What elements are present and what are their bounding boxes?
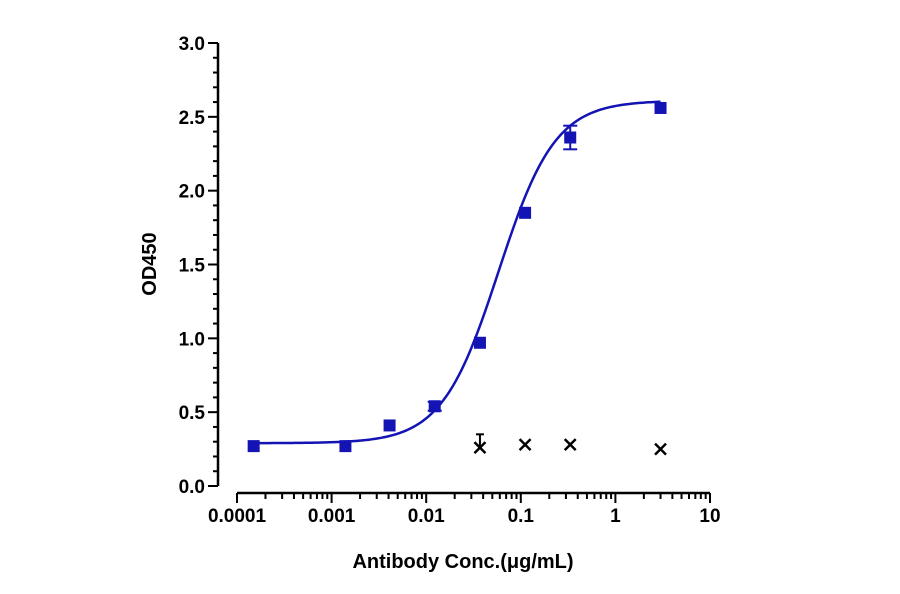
x-ticks: 0.0001 0.001 0.01 0.1 1 10 (208, 493, 721, 527)
y-tick-label: 0.5 (179, 403, 206, 424)
data-point-x (563, 438, 577, 452)
y-tick-label: 2.5 (179, 108, 206, 129)
error-bars (427, 124, 578, 412)
data-point-square (247, 440, 260, 453)
x-tick-label: 0.01 (408, 506, 445, 527)
y-tick-label: 2.0 (179, 182, 205, 203)
data-point-square (339, 440, 352, 453)
y-tick-label: 3.0 (179, 34, 205, 55)
x-markers (473, 433, 667, 456)
x-tick-label: 0.1 (508, 506, 535, 527)
data-point-x (518, 438, 532, 452)
data-point-square (654, 101, 667, 114)
data-markers (247, 101, 667, 453)
y-ticks: 0.0 0.5 1.0 1.5 2.0 2.5 3.0 (179, 34, 218, 498)
axes (216, 43, 710, 495)
x-tick-label: 0.0001 (208, 506, 267, 527)
x-tick-label: 1 (610, 506, 621, 527)
data-point-square (519, 206, 532, 219)
y-tick-label: 1.0 (179, 329, 205, 350)
data-point-x (473, 441, 487, 454)
x-tick-label: 0.001 (308, 506, 356, 527)
y-tick-label: 1.5 (179, 256, 206, 277)
data-point-x (654, 442, 667, 456)
data-point-square (564, 131, 577, 144)
data-point-square (383, 419, 396, 432)
x-tick-label: 10 (699, 506, 720, 527)
fit-curve (253, 100, 661, 445)
y-axis-title: OD450 (139, 232, 161, 295)
data-point-square (473, 336, 486, 349)
data-point-square (428, 400, 441, 413)
y-tick-label: 0.0 (179, 477, 205, 498)
x-axis-title: Antibody Conc.(μg/mL) (352, 551, 573, 573)
